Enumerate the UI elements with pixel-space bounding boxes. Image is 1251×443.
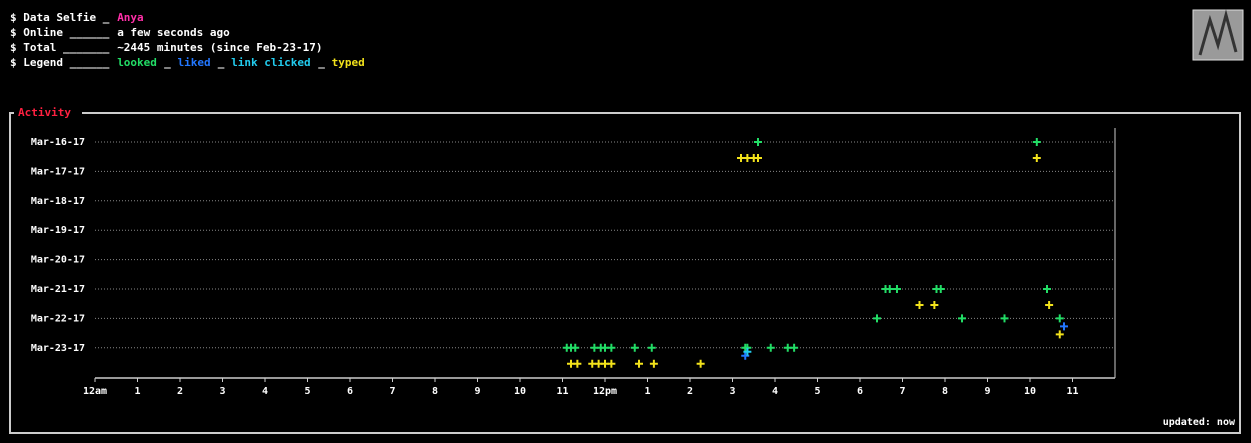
x-tick-label: 9 (474, 386, 480, 397)
point (607, 359, 616, 368)
point (930, 301, 939, 309)
legend-separator: _ (164, 56, 171, 69)
panel-title: Activity (18, 106, 71, 119)
x-tick-label: 2 (177, 386, 183, 397)
title-bg (14, 105, 82, 121)
y-tick-label: Mar-21-17 (31, 284, 85, 295)
x-tick-label: 11 (1066, 386, 1078, 397)
point (754, 154, 762, 162)
x-tick-label: 1 (644, 386, 650, 397)
point (1000, 314, 1009, 323)
point (766, 343, 775, 352)
point (1055, 330, 1064, 339)
point (1043, 285, 1051, 293)
x-tick-label: 2 (687, 386, 693, 397)
y-tick-label: Mar-19-17 (31, 225, 85, 236)
x-tick-label: 4 (772, 386, 778, 397)
x-tick-label: 11 (556, 386, 568, 397)
legend-separator: _ (218, 56, 225, 69)
point (1055, 314, 1064, 323)
legend-separator: _ (318, 56, 325, 69)
y-tick-label: Mar-20-17 (31, 255, 85, 266)
y-tick-label: Mar-22-17 (31, 313, 85, 324)
x-tick-label: 9 (984, 386, 990, 397)
point (1032, 138, 1041, 146)
point (696, 359, 705, 368)
header-value: ~2445 minutes (since Feb-23-17) (117, 41, 322, 54)
point (873, 314, 881, 323)
x-tick-label: 6 (347, 386, 353, 397)
x-tick-label: 4 (262, 386, 268, 397)
y-tick-label: Mar-16-17 (31, 137, 85, 148)
point (936, 285, 945, 293)
point (647, 343, 656, 352)
point (1032, 154, 1041, 162)
point (1045, 301, 1054, 309)
point (885, 285, 894, 293)
status: updated: now (1163, 417, 1236, 428)
x-tick-label: 1 (134, 386, 140, 397)
activity-frame (9, 112, 1241, 434)
point (754, 138, 762, 146)
x-tick-label: 7 (899, 386, 905, 397)
legend-entry: typed (332, 56, 365, 69)
x-tick-label: 10 (514, 386, 526, 397)
point (635, 359, 643, 368)
y-tick-label: Mar-17-17 (31, 166, 85, 177)
point (630, 343, 639, 352)
point (915, 301, 924, 309)
y-tick-label: Mar-23-17 (31, 343, 85, 354)
header-label: $ Total _______ (10, 41, 110, 54)
point (649, 359, 658, 368)
x-tick-label: 8 (942, 386, 948, 397)
y-tick-label: Mar-18-17 (31, 196, 85, 207)
point (607, 343, 616, 352)
header-value: Anya (117, 11, 144, 24)
x-tick-label: 3 (729, 386, 735, 397)
point (1060, 322, 1068, 331)
point (892, 285, 901, 293)
x-tick-label: 8 (432, 386, 438, 397)
x-tick-label: 5 (814, 386, 820, 397)
point (958, 314, 966, 323)
point (571, 343, 580, 352)
x-tick-label: 3 (219, 386, 225, 397)
legend-label: $ Legend ______ (10, 56, 110, 69)
legend-entry: link clicked (231, 56, 310, 69)
x-tick-label: 6 (857, 386, 863, 397)
header-label: $ Data Selfie _ (10, 11, 110, 24)
x-tick-label: 12am (83, 386, 107, 397)
point (790, 343, 799, 352)
header-label: $ Online ______ (10, 26, 110, 39)
x-tick-label: 7 (389, 386, 395, 397)
x-tick-label: 5 (304, 386, 310, 397)
legend-entry: liked (178, 56, 211, 69)
x-tick-label: 12pm (593, 386, 617, 397)
avatar-figure (1198, 9, 1238, 56)
point (573, 359, 582, 368)
x-tick-label: 10 (1024, 386, 1036, 397)
header-value: a few seconds ago (117, 26, 230, 39)
point (743, 347, 752, 356)
legend-entry: looked (117, 56, 157, 69)
